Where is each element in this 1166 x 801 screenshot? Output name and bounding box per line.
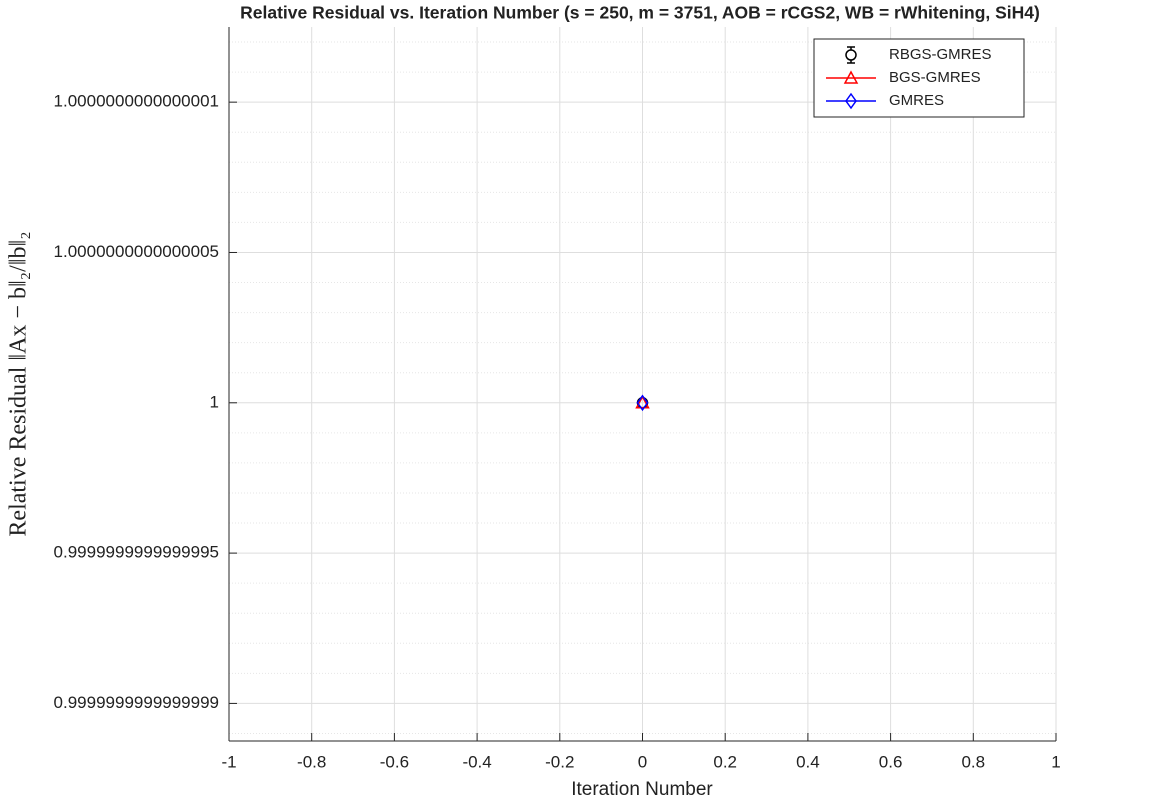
x-tick-label: -0.2 (545, 752, 574, 771)
x-tick-label: 0 (638, 752, 647, 771)
legend-label: BGS-GMRES (889, 69, 981, 86)
marker (636, 394, 649, 412)
x-tick-label: -0.4 (462, 752, 491, 771)
y-tick-label: 0.9999999999999995 (54, 543, 219, 562)
y-tick-label: 1.0000000000000001 (54, 92, 219, 111)
x-tick-label: 0.8 (961, 752, 985, 771)
x-tick-label: 0.2 (713, 752, 737, 771)
x-tick-label: -0.6 (380, 752, 409, 771)
legend-label: RBGS-GMRES (889, 46, 992, 63)
x-tick-label: -0.8 (297, 752, 326, 771)
legend-label: GMRES (889, 92, 944, 109)
y-tick-label: 1 (210, 392, 219, 411)
y-tick-label: 0.9999999999999999 (54, 693, 219, 712)
y-axis-label: Relative Residual ‖Ax − b‖₂/‖b‖₂ (6, 231, 32, 536)
legend-marker (845, 49, 857, 61)
x-tick-label: 0.6 (879, 752, 903, 771)
x-axis-label: Iteration Number (571, 779, 713, 800)
x-tick-label: -1 (221, 752, 236, 771)
marker (635, 395, 650, 409)
y-tick-label: 1.0000000000000005 (54, 242, 219, 261)
legend-marker (845, 92, 857, 110)
x-tick-label: 1 (1051, 752, 1060, 771)
x-tick-label: 0.4 (796, 752, 820, 771)
chart-title: Relative Residual vs. Iteration Number (… (240, 3, 1040, 23)
legend-marker (843, 70, 859, 84)
